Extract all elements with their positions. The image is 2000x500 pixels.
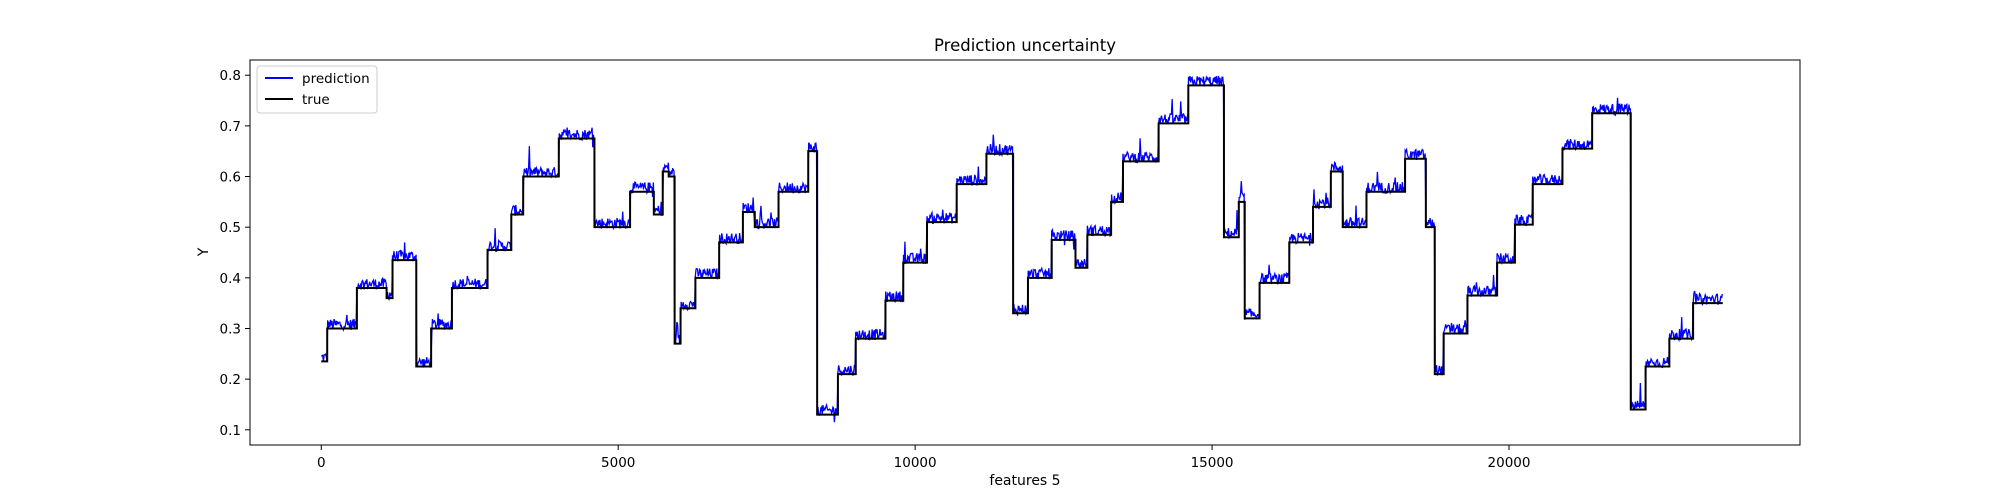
plot-frame [249, 59, 1801, 446]
y-tick-label: 0.3 [220, 321, 241, 337]
x-tick-label: 20000 [1488, 455, 1531, 471]
series-layer [321, 75, 1723, 423]
series-line-prediction [321, 75, 1723, 423]
y-tick-label: 0.4 [220, 271, 241, 287]
series-line-true [321, 84, 1723, 416]
y-tick-label: 0.1 [220, 423, 241, 439]
legend-label-prediction: prediction [302, 71, 370, 87]
legend-label-true: true [302, 92, 330, 108]
y-tick-label: 0.8 [220, 68, 241, 84]
x-tick-label: 10000 [894, 455, 937, 471]
y-tick-label: 0.7 [220, 119, 241, 135]
y-tick-label: 0.6 [220, 170, 241, 186]
y-tick-label: 0.2 [220, 372, 241, 388]
x-axis: 0 5000 10000 15000 20000 [317, 445, 1531, 471]
legend: prediction true [256, 65, 378, 114]
x-tick-label: 15000 [1191, 455, 1234, 471]
chart-title: Prediction uncertainty [934, 36, 1116, 55]
y-axis-label: Y [196, 247, 212, 257]
x-axis-label: features 5 [989, 473, 1060, 489]
y-tick-label: 0.5 [220, 220, 241, 236]
x-tick-label: 5000 [601, 455, 635, 471]
x-tick-label: 0 [317, 455, 326, 471]
y-axis: 0.1 0.2 0.3 0.4 0.5 0.6 0.7 0.8 [220, 68, 250, 439]
